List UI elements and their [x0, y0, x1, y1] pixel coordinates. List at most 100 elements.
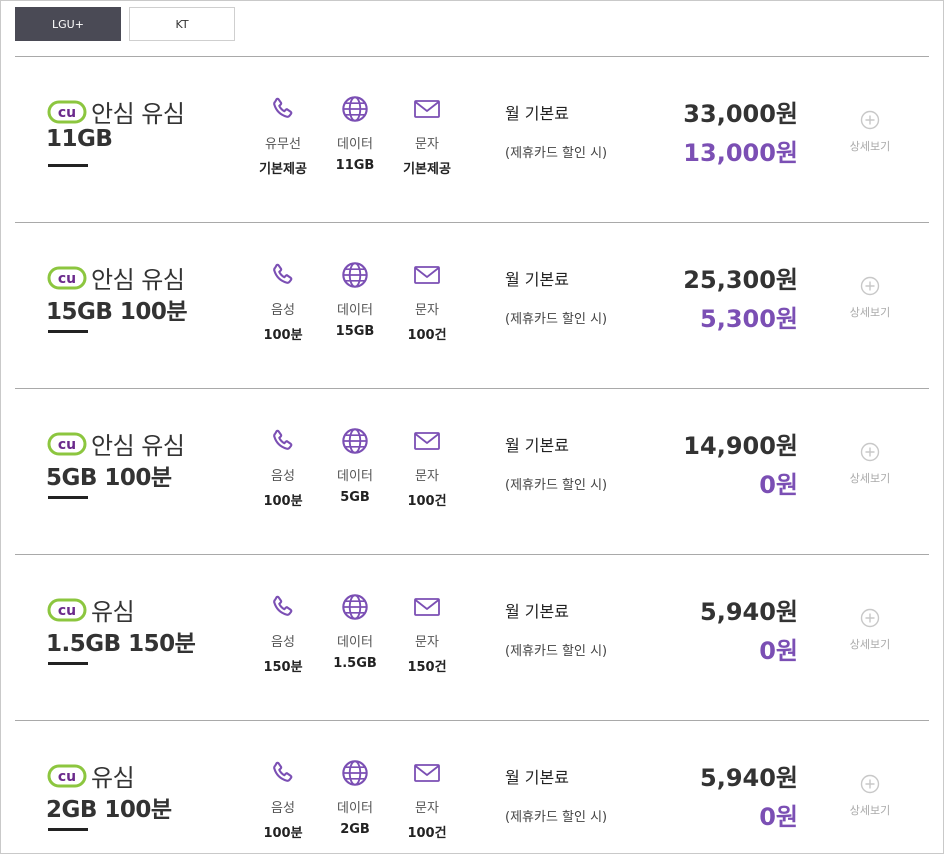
detail-label: 상세보기	[849, 804, 891, 817]
feature-value: 100분	[263, 826, 303, 841]
carrier-tabs: LGU+ KT	[15, 7, 235, 43]
feature-sms: 문자 기본제공	[392, 95, 462, 177]
feature-label: 문자	[415, 303, 439, 318]
feature-value: 100건	[407, 494, 447, 509]
monthly-fee-label: 월 기본료	[505, 270, 569, 289]
feature-label: 유무선	[265, 137, 301, 152]
monthly-price: 33,000원	[683, 100, 798, 128]
detail-button[interactable]: 상세보기	[845, 276, 895, 320]
feature-value: 100분	[263, 328, 303, 343]
feature-label: 문자	[415, 635, 439, 650]
cu-logo-text: cu	[58, 437, 76, 453]
feature-label: 데이터	[337, 303, 373, 318]
detail-button[interactable]: 상세보기	[845, 774, 895, 818]
card-discount-note: (제휴카드 할인 시)	[505, 644, 608, 659]
feature-value: 150분	[263, 660, 303, 675]
discount-price: 0원	[759, 637, 798, 665]
plan-spec: 15GB 100분	[46, 299, 188, 325]
monthly-fee-label: 월 기본료	[505, 602, 569, 621]
spec-underline	[48, 164, 88, 167]
feature-voice: 음성 100분	[248, 759, 318, 841]
feature-label: 데이터	[337, 801, 373, 816]
feature-sms: 문자 100건	[392, 427, 462, 509]
plan-name: 유심	[91, 764, 135, 792]
monthly-fee-label: 월 기본료	[505, 104, 569, 123]
feature-label: 음성	[271, 635, 295, 650]
plan-brand: cu 유심	[47, 592, 135, 627]
feature-data: 데이터 5GB	[320, 427, 390, 505]
feature-data: 데이터 2GB	[320, 759, 390, 837]
feature-data: 데이터 1.5GB	[320, 593, 390, 671]
plan-brand: cu 유심	[47, 758, 135, 793]
feature-label: 데이터	[337, 635, 373, 650]
feature-data: 데이터 11GB	[320, 95, 390, 173]
globe-icon	[342, 760, 368, 786]
feature-label: 데이터	[337, 137, 373, 152]
tab-lgu[interactable]: LGU+	[15, 7, 121, 41]
cu-logo-text: cu	[58, 105, 76, 121]
globe-icon	[342, 428, 368, 454]
discount-price: 13,000원	[683, 139, 798, 167]
monthly-price: 5,940원	[700, 598, 798, 626]
mail-icon	[414, 266, 440, 284]
feature-value: 150건	[407, 660, 447, 675]
plan-spec: 1.5GB 150분	[46, 631, 196, 657]
plan-row: cu 유심 2GB 100분 음성 100분 데이터 2GB	[15, 720, 929, 853]
cu-logo: cu	[47, 266, 87, 289]
feature-label: 문자	[415, 469, 439, 484]
mail-icon	[414, 432, 440, 450]
feature-data: 데이터 15GB	[320, 261, 390, 339]
mail-icon	[414, 764, 440, 782]
feature-label: 데이터	[337, 469, 373, 484]
phone-icon	[273, 429, 293, 450]
cu-logo: cu	[47, 100, 87, 123]
feature-voice: 음성 100분	[248, 427, 318, 509]
feature-value: 기본제공	[259, 162, 307, 177]
detail-label: 상세보기	[849, 472, 891, 485]
plus-circle-icon	[860, 774, 880, 794]
detail-button[interactable]: 상세보기	[845, 110, 895, 154]
globe-icon	[342, 96, 368, 122]
phone-icon	[273, 263, 293, 284]
plan-row: cu 안심 유심 15GB 100분 음성 100분 데이터 15GB	[15, 222, 929, 388]
mail-icon	[414, 100, 440, 118]
feature-value: 11GB	[335, 158, 375, 173]
detail-label: 상세보기	[849, 638, 891, 651]
monthly-price: 14,900원	[683, 432, 798, 460]
spec-underline	[48, 330, 88, 333]
cu-logo-text: cu	[58, 603, 76, 619]
cu-logo: cu	[47, 432, 87, 455]
phone-icon	[273, 595, 293, 616]
cu-logo-text: cu	[58, 271, 76, 287]
plan-row: cu 유심 1.5GB 150분 음성 150분 데이터 1.5GB	[15, 554, 929, 720]
plan-row: cu 안심 유심 11GB 유무선 기본제공 데이터 11GB	[15, 56, 929, 222]
feature-voice: 음성 150분	[248, 593, 318, 675]
tab-kt[interactable]: KT	[129, 7, 235, 41]
detail-button[interactable]: 상세보기	[845, 442, 895, 486]
plus-circle-icon	[860, 110, 880, 130]
plan-name: 유심	[91, 598, 135, 626]
feature-value: 1.5GB	[333, 656, 377, 671]
feature-value: 기본제공	[403, 162, 451, 177]
plan-brand: cu 안심 유심	[47, 426, 185, 461]
plan-brand: cu 안심 유심	[47, 94, 185, 129]
plan-spec: 11GB	[46, 126, 113, 152]
detail-button[interactable]: 상세보기	[845, 608, 895, 652]
spec-underline	[48, 496, 88, 499]
feature-sms: 문자 100건	[392, 261, 462, 343]
discount-price: 0원	[759, 803, 798, 831]
feature-value: 100건	[407, 826, 447, 841]
feature-voice: 유무선 기본제공	[248, 95, 318, 177]
monthly-price: 5,940원	[700, 764, 798, 792]
plan-name: 안심 유심	[91, 432, 185, 460]
feature-label: 문자	[415, 801, 439, 816]
monthly-fee-label: 월 기본료	[505, 768, 569, 787]
feature-sms: 문자 150건	[392, 593, 462, 675]
cu-logo: cu	[47, 598, 87, 621]
card-discount-note: (제휴카드 할인 시)	[505, 312, 608, 327]
feature-label: 음성	[271, 303, 295, 318]
feature-value: 5GB	[340, 490, 370, 505]
monthly-price: 25,300원	[683, 266, 798, 294]
discount-price: 0원	[759, 471, 798, 499]
